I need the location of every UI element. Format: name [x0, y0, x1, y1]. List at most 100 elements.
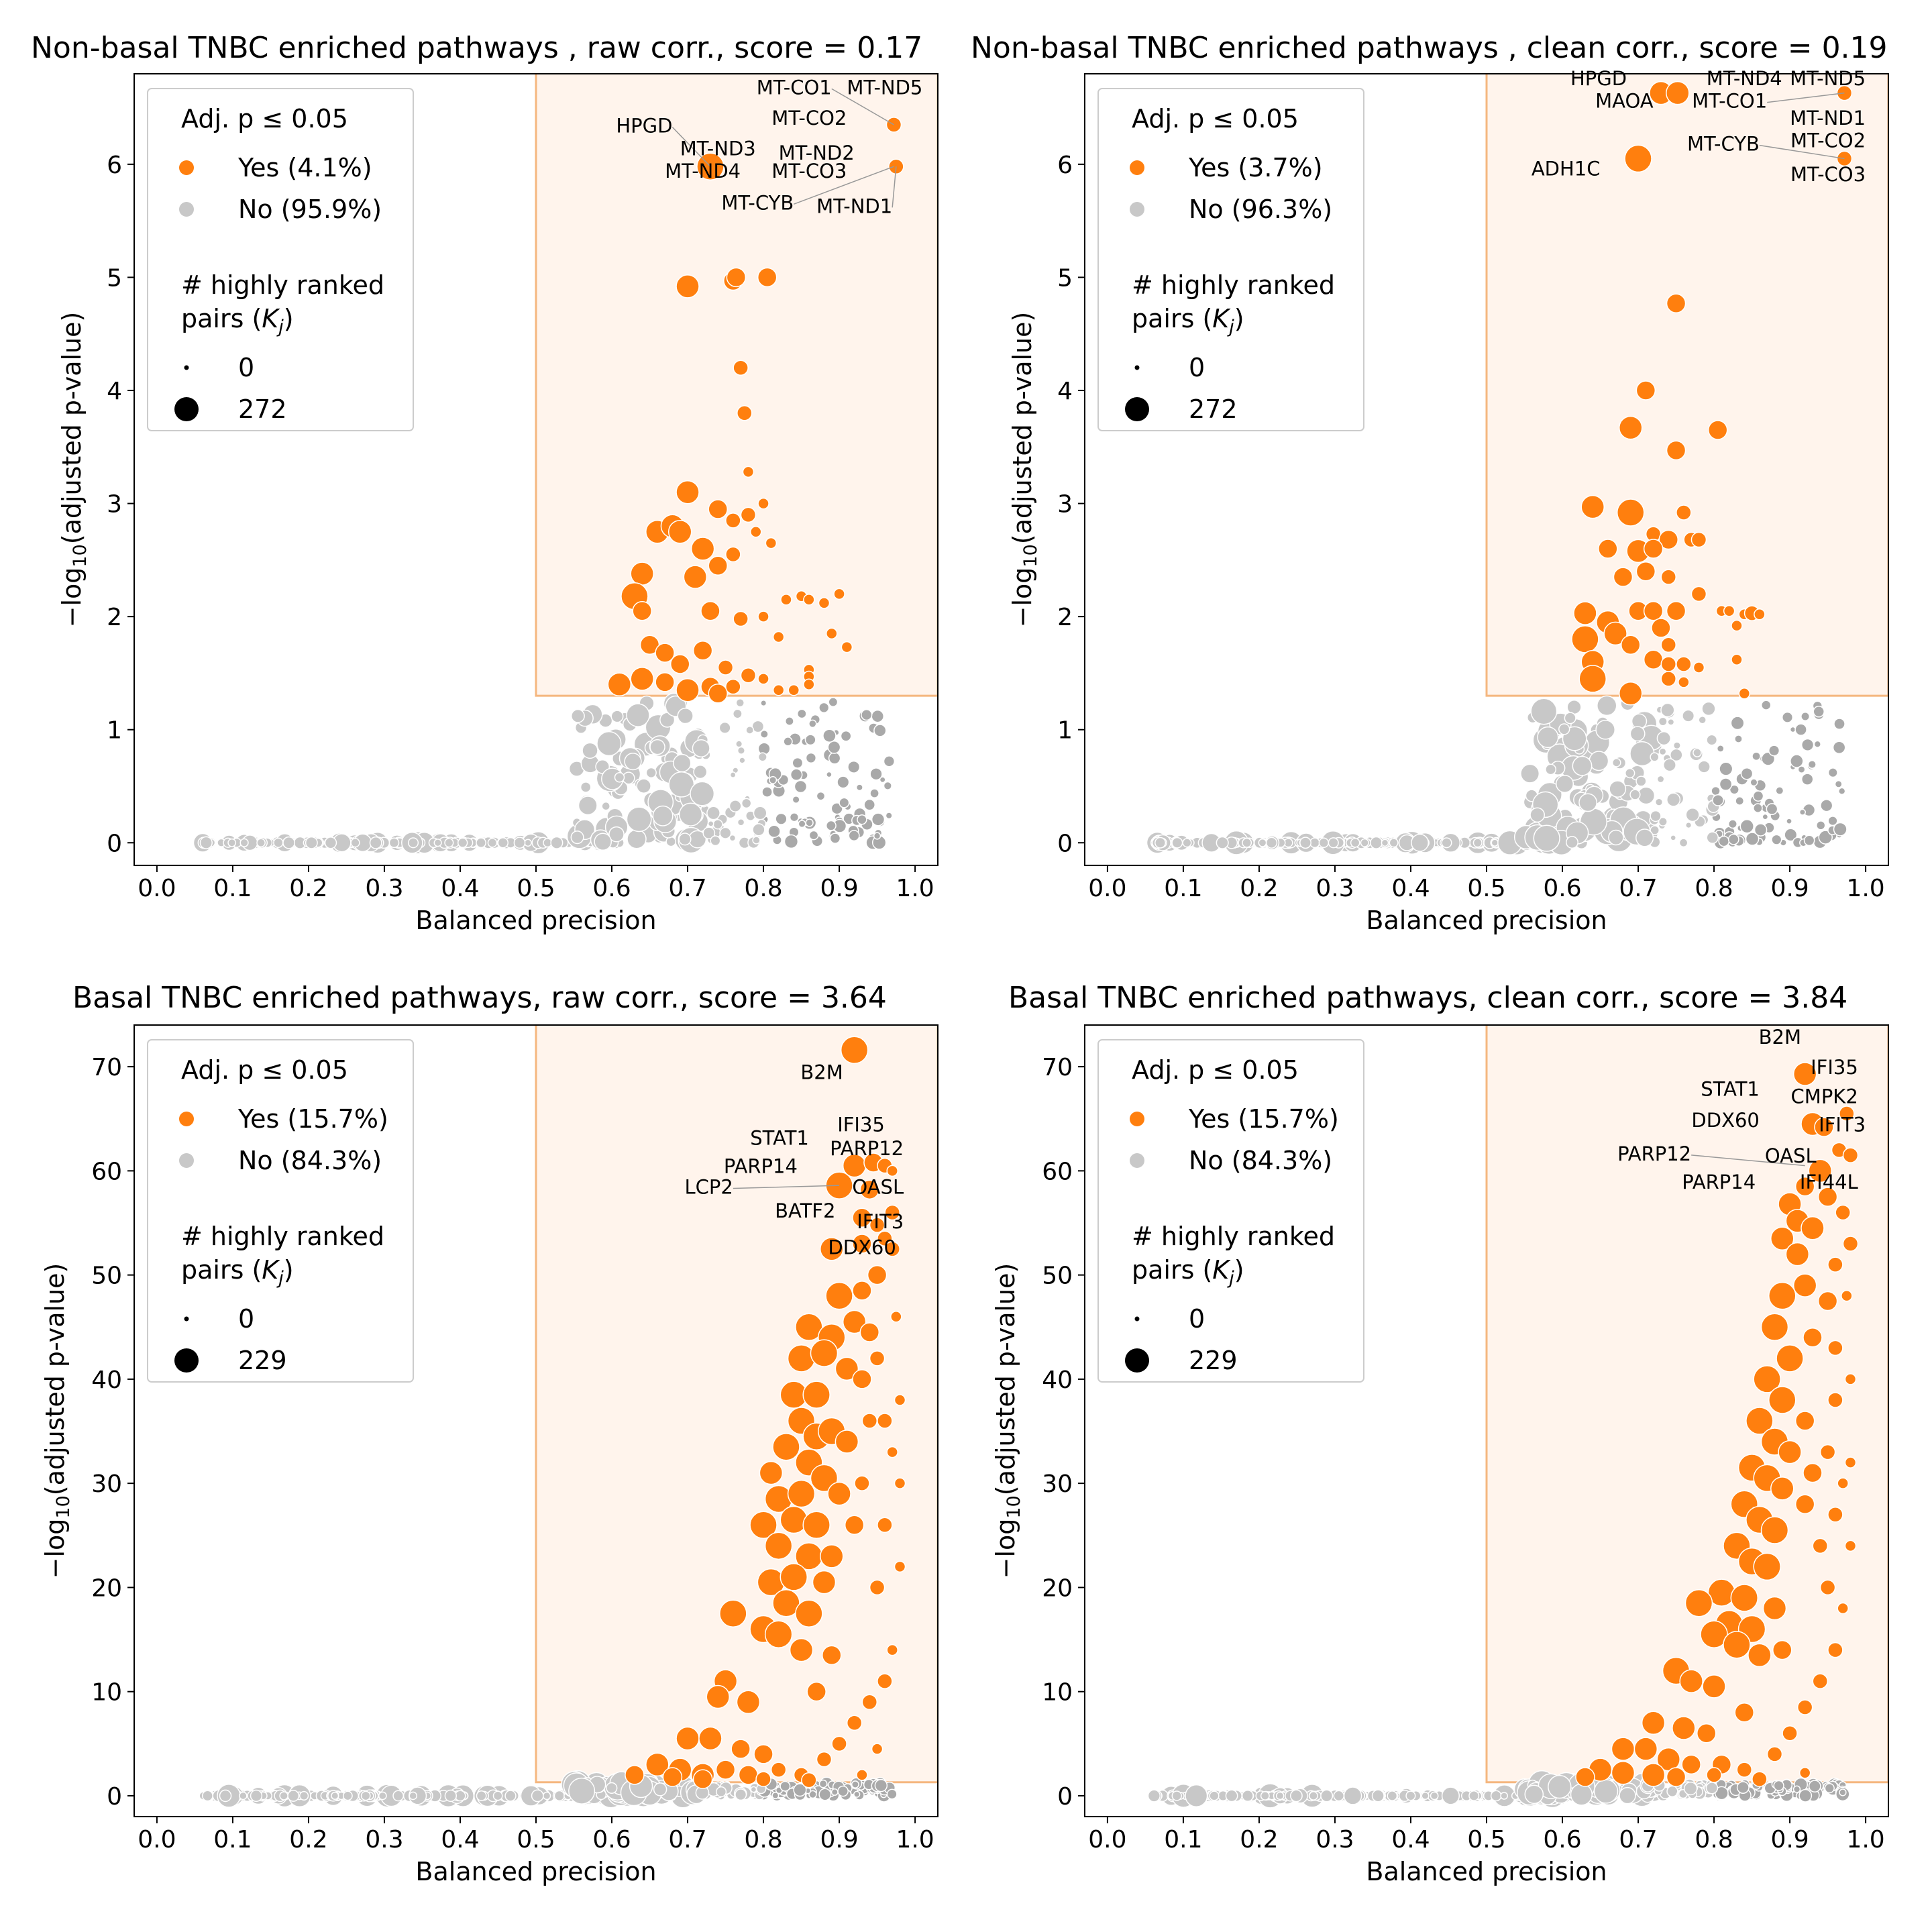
chart-panel-4: Basal TNBC enriched pathways, clean corr… — [991, 981, 1889, 1886]
nonsignificant-point — [1468, 1790, 1480, 1801]
nonsignificant-point — [869, 788, 879, 798]
nonsignificant-point — [1784, 828, 1798, 842]
nonsignificant-point — [1762, 813, 1769, 820]
significant-point — [1760, 1313, 1789, 1342]
nonsignificant-point — [753, 806, 767, 820]
nonsignificant-points — [193, 692, 896, 855]
nonsignificant-point — [570, 830, 584, 845]
legend-no-label: No (84.3%) — [238, 1146, 382, 1175]
nonsignificant-point — [487, 838, 498, 848]
legend-size-title-pairs: pairs ( — [1132, 1255, 1212, 1285]
nonsignificant-point — [256, 838, 266, 848]
nonsignificant-point — [1216, 836, 1229, 849]
nonsignificant-point — [360, 1790, 371, 1801]
nonsignificant-point — [732, 708, 743, 719]
legend-size-max-marker — [174, 1348, 199, 1373]
significant-point — [1801, 1216, 1825, 1240]
significant-point — [894, 1394, 906, 1406]
nonsignificant-point — [444, 1789, 457, 1803]
nonsignificant-point — [287, 1790, 300, 1802]
nonsignificant-point — [1537, 726, 1559, 749]
significant-point — [1827, 1642, 1843, 1658]
y-tick-label: 0 — [1057, 830, 1073, 857]
nonsignificant-point — [752, 836, 761, 845]
significant-point — [803, 594, 815, 606]
significant-point — [1794, 1494, 1815, 1514]
nonsignificant-point — [1572, 755, 1593, 776]
plot-area — [1147, 1062, 1859, 1809]
legend-size-max-marker — [1125, 397, 1149, 421]
x-tick-label: 0.0 — [1088, 875, 1126, 902]
gene-label-leader — [794, 166, 894, 205]
legend-title: Adj. p ≤ 0.05 — [1132, 104, 1299, 133]
nonsignificant-point — [1529, 807, 1545, 823]
legend-size-max-marker — [174, 397, 199, 421]
significant-point — [1707, 420, 1728, 440]
nonsignificant-point — [1816, 820, 1826, 830]
x-tick-label: 0.3 — [365, 875, 403, 902]
nonsignificant-point — [1500, 1792, 1509, 1800]
nonsignificant-point — [678, 833, 692, 846]
significant-point — [844, 1515, 865, 1536]
significant-point — [772, 1589, 800, 1617]
nonsignificant-point — [759, 729, 769, 739]
significant-point — [1827, 1506, 1843, 1523]
gene-label: IFI35 — [1811, 1056, 1858, 1079]
nonsignificant-point — [582, 742, 598, 759]
nonsignificant-point — [524, 839, 532, 847]
nonsignificant-point — [1698, 715, 1707, 724]
significant-point — [630, 667, 654, 691]
x-axis-label: Balanced precision — [1366, 1857, 1607, 1886]
gene-label: IFIT3 — [857, 1210, 904, 1233]
nonsignificant-point — [1265, 837, 1278, 849]
gene-label: MT-ND3 — [680, 137, 756, 160]
y-axis-label-sub: 10 — [1020, 544, 1041, 567]
nonsignificant-point — [783, 737, 793, 747]
x-tick-label: 0.2 — [289, 875, 327, 902]
significant-point — [1766, 1746, 1783, 1762]
nonsignificant-point — [433, 839, 442, 847]
legend-title: Adj. p ≤ 0.05 — [1132, 1055, 1299, 1085]
significant-point — [1633, 1737, 1658, 1761]
gene-label: MT-ND4 — [1707, 67, 1782, 90]
gene-label: MT-ND1 — [816, 195, 892, 217]
gene-label: B2M — [1759, 1026, 1801, 1049]
significant-point — [1839, 1106, 1855, 1122]
nonsignificant-point — [279, 1791, 288, 1801]
significant-point — [1753, 1365, 1781, 1393]
significant-point — [1666, 293, 1686, 313]
legend-box — [1097, 88, 1364, 431]
nonsignificant-point — [1343, 1786, 1362, 1805]
x-tick-label: 0.0 — [138, 875, 176, 902]
nonsignificant-point — [627, 828, 647, 849]
nonsignificant-point — [578, 796, 598, 816]
significant-point — [1844, 1373, 1857, 1385]
nonsignificant-point — [392, 1790, 405, 1802]
significant-point — [1827, 1340, 1843, 1356]
gene-label: MT-ND5 — [1790, 67, 1866, 90]
nonsignificant-point — [804, 734, 816, 746]
legend-size-title-2: pairs (Kj) — [181, 1255, 294, 1289]
significant-point — [852, 1369, 872, 1389]
nonsignificant-point — [873, 724, 887, 737]
significant-point — [625, 1765, 645, 1785]
significant-point — [852, 1208, 872, 1228]
significant-point — [1776, 1344, 1804, 1373]
y-tick-label: 60 — [91, 1158, 122, 1185]
nonsignificant-point — [1625, 767, 1635, 779]
nonsignificant-point — [1490, 1790, 1502, 1802]
plot-area — [1146, 80, 1853, 856]
nonsignificant-point — [636, 778, 651, 794]
nonsignificant-point — [1801, 738, 1815, 751]
nonsignificant-point — [805, 818, 814, 827]
significant-point — [1611, 1737, 1635, 1761]
significant-point — [877, 1673, 893, 1689]
nonsignificant-point — [1564, 712, 1576, 724]
significant-point — [749, 1511, 777, 1540]
significant-point — [759, 1460, 784, 1485]
significant-point — [1808, 1159, 1833, 1183]
significant-point — [1770, 1226, 1794, 1251]
nonsignificant-point — [1672, 741, 1681, 750]
significant-point — [698, 1726, 722, 1751]
significant-point — [1641, 1711, 1666, 1735]
